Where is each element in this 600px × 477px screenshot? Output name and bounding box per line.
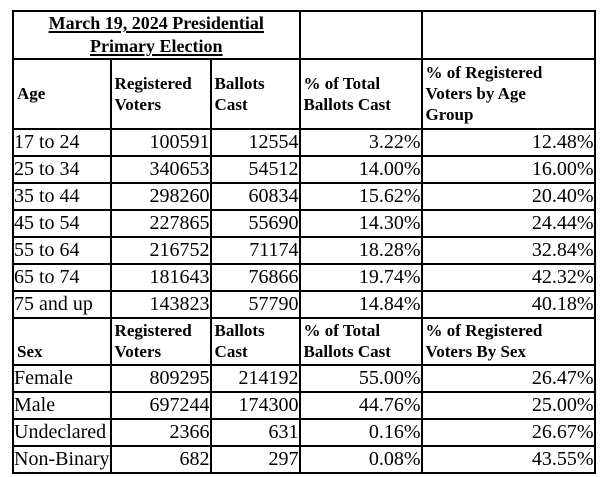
pct-total-ballots-cell: 14.00% bbox=[298, 155, 423, 184]
age-group-cell: 35 to 44 bbox=[12, 182, 112, 211]
ballots-cast-cell: 57790 bbox=[209, 290, 301, 319]
table-row-age-65-74: 65 to 74 181643 76866 19.74% 42.32% bbox=[12, 263, 596, 292]
empty-title-cell-2 bbox=[420, 10, 596, 60]
table-row-non-binary: Non-Binary 682 297 0.08% 43.55% bbox=[12, 445, 596, 474]
table-row-female: Female 809295 214192 55.00% 26.47% bbox=[12, 364, 596, 393]
pct-total-ballots-cell: 19.74% bbox=[298, 263, 423, 292]
registered-voters-cell: 809295 bbox=[109, 364, 212, 393]
pct-total-ballots-cell: 0.16% bbox=[298, 418, 423, 447]
ballots-cast-cell: 54512 bbox=[209, 155, 301, 184]
pct-registered-by-sex-column-header: % of Registered Voters By Sex bbox=[420, 317, 596, 366]
age-group-cell: 75 and up bbox=[12, 290, 112, 319]
age-group-cell: 17 to 24 bbox=[12, 128, 112, 157]
pct-registered-cell: 43.55% bbox=[420, 445, 596, 474]
table-row-age-45-54: 45 to 54 227865 55690 14.30% 24.44% bbox=[12, 209, 596, 238]
pct-total-ballots-column-header: % of Total Ballots Cast bbox=[298, 58, 423, 130]
table-row-age-25-34: 25 to 34 340653 54512 14.00% 16.00% bbox=[12, 155, 596, 184]
pct-registered-cell: 24.44% bbox=[420, 209, 596, 238]
pct-registered-cell: 26.47% bbox=[420, 364, 596, 393]
table-row-age-17-24: 17 to 24 100591 12554 3.22% 12.48% bbox=[12, 128, 596, 157]
registered-voters-cell: 143823 bbox=[109, 290, 212, 319]
sex-header-row: Sex Registered Voters Ballots Cast % of … bbox=[12, 317, 596, 366]
pct-registered-cell: 42.32% bbox=[420, 263, 596, 292]
table-row-age-35-44: 35 to 44 298260 60834 15.62% 20.40% bbox=[12, 182, 596, 211]
pct-registered-cell: 26.67% bbox=[420, 418, 596, 447]
age-group-cell: 45 to 54 bbox=[12, 209, 112, 238]
sex-group-cell: Non-Binary bbox=[12, 445, 112, 474]
sex-column-header: Sex bbox=[12, 317, 112, 366]
pct-total-ballots-cell: 44.76% bbox=[298, 391, 423, 420]
registered-voters-cell: 100591 bbox=[109, 128, 212, 157]
ballots-cast-cell: 297 bbox=[209, 445, 301, 474]
title-line-2: Primary Election bbox=[90, 36, 223, 56]
sex-group-cell: Male bbox=[12, 391, 112, 420]
pct-registered-cell: 12.48% bbox=[420, 128, 596, 157]
pct-total-ballots-cell: 14.84% bbox=[298, 290, 423, 319]
ballots-cast-cell: 174300 bbox=[209, 391, 301, 420]
ballots-cast-column-header: Ballots Cast bbox=[209, 58, 301, 130]
table-row-age-75-up: 75 and up 143823 57790 14.84% 40.18% bbox=[12, 290, 596, 319]
title-line-1: March 19, 2024 Presidential bbox=[48, 13, 264, 33]
election-results-table: March 19, 2024 Presidential Primary Elec… bbox=[12, 10, 596, 474]
registered-voters-cell: 181643 bbox=[109, 263, 212, 292]
pct-total-ballots-cell: 15.62% bbox=[298, 182, 423, 211]
sex-group-cell: Female bbox=[12, 364, 112, 393]
ballots-cast-cell: 12554 bbox=[209, 128, 301, 157]
pct-registered-cell: 32.84% bbox=[420, 236, 596, 265]
pct-total-ballots-cell: 3.22% bbox=[298, 128, 423, 157]
registered-voters-cell: 682 bbox=[109, 445, 212, 474]
table-row-undeclared: Undeclared 2366 631 0.16% 26.67% bbox=[12, 418, 596, 447]
registered-voters-cell: 2366 bbox=[109, 418, 212, 447]
pct-total-ballots-cell: 55.00% bbox=[298, 364, 423, 393]
pct-total-ballots-column-header: % of Total Ballots Cast bbox=[298, 317, 423, 366]
table-title: March 19, 2024 Presidential Primary Elec… bbox=[12, 10, 301, 60]
registered-voters-cell: 697244 bbox=[109, 391, 212, 420]
pct-total-ballots-cell: 0.08% bbox=[298, 445, 423, 474]
registered-voters-column-header: Registered Voters bbox=[109, 58, 212, 130]
registered-voters-cell: 298260 bbox=[109, 182, 212, 211]
pct-total-ballots-cell: 18.28% bbox=[298, 236, 423, 265]
ballots-cast-cell: 60834 bbox=[209, 182, 301, 211]
ballots-cast-cell: 214192 bbox=[209, 364, 301, 393]
age-group-cell: 55 to 64 bbox=[12, 236, 112, 265]
pct-registered-cell: 16.00% bbox=[420, 155, 596, 184]
pct-total-ballots-cell: 14.30% bbox=[298, 209, 423, 238]
pct-registered-by-age-column-header: % of Registered Voters by Age Group bbox=[420, 58, 596, 130]
pct-registered-cell: 20.40% bbox=[420, 182, 596, 211]
pct-registered-cell: 25.00% bbox=[420, 391, 596, 420]
empty-title-cell-1 bbox=[298, 10, 423, 60]
pct-registered-cell: 40.18% bbox=[420, 290, 596, 319]
title-row: March 19, 2024 Presidential Primary Elec… bbox=[12, 10, 596, 60]
age-header-row: Age Registered Voters Ballots Cast % of … bbox=[12, 58, 596, 130]
ballots-cast-cell: 631 bbox=[209, 418, 301, 447]
ballots-cast-column-header: Ballots Cast bbox=[209, 317, 301, 366]
ballots-cast-cell: 71174 bbox=[209, 236, 301, 265]
registered-voters-cell: 227865 bbox=[109, 209, 212, 238]
registered-voters-cell: 340653 bbox=[109, 155, 212, 184]
table-row-age-55-64: 55 to 64 216752 71174 18.28% 32.84% bbox=[12, 236, 596, 265]
ballots-cast-cell: 55690 bbox=[209, 209, 301, 238]
age-group-cell: 65 to 74 bbox=[12, 263, 112, 292]
age-group-cell: 25 to 34 bbox=[12, 155, 112, 184]
registered-voters-column-header: Registered Voters bbox=[109, 317, 212, 366]
registered-voters-cell: 216752 bbox=[109, 236, 212, 265]
sex-group-cell: Undeclared bbox=[12, 418, 112, 447]
ballots-cast-cell: 76866 bbox=[209, 263, 301, 292]
table-row-male: Male 697244 174300 44.76% 25.00% bbox=[12, 391, 596, 420]
age-column-header: Age bbox=[12, 58, 112, 130]
